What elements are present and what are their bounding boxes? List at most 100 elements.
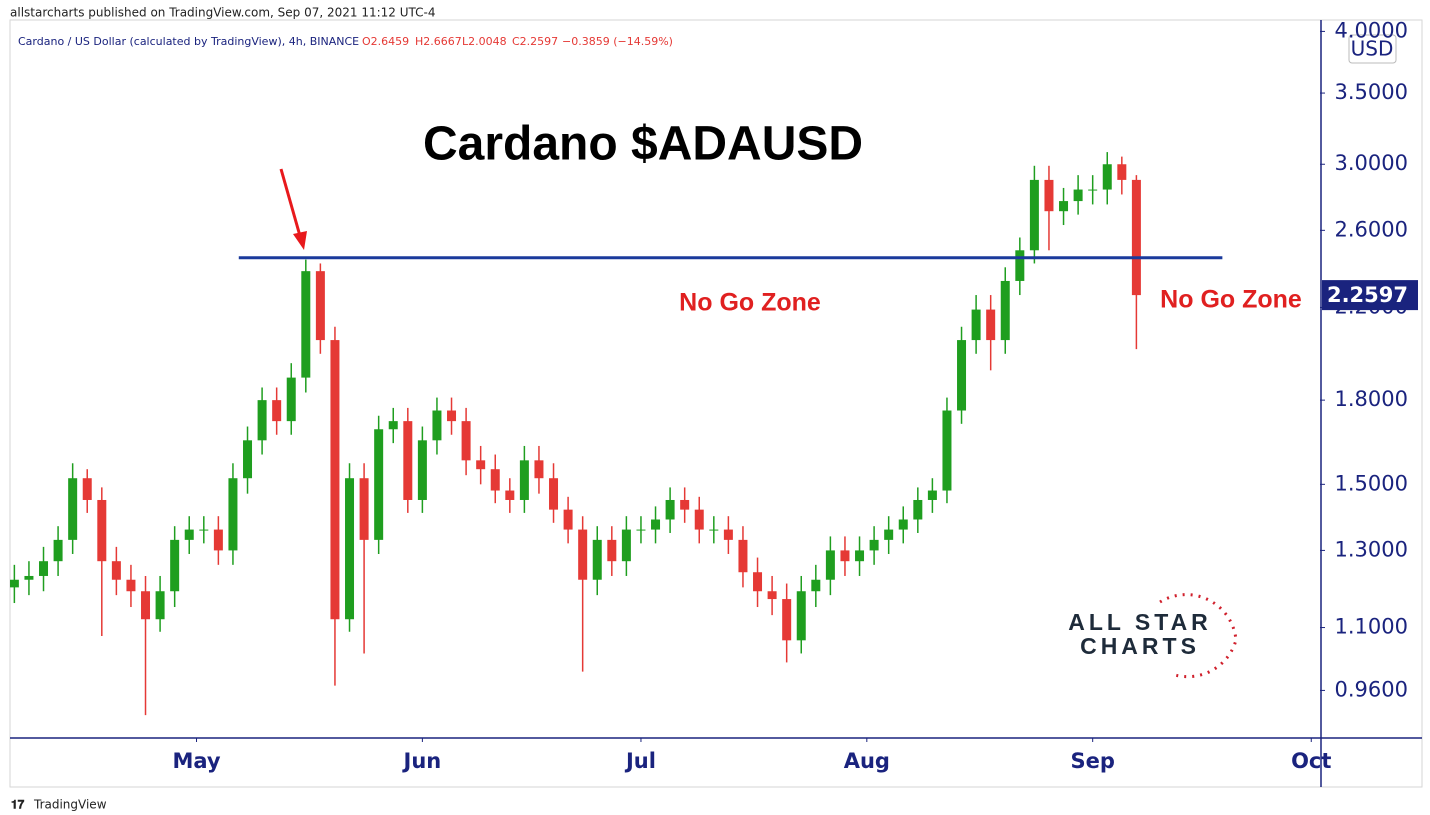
y-tick-label: 0.9600	[1335, 677, 1408, 701]
last-price-label: 2.2597	[1327, 283, 1408, 307]
candle-body	[447, 410, 457, 422]
candle-body	[39, 561, 49, 576]
plot-area	[10, 152, 1141, 716]
candle-body	[1117, 164, 1127, 180]
candle-body	[359, 478, 369, 540]
candle-body	[476, 460, 486, 470]
watermark-line: ALL STAR	[1068, 609, 1212, 635]
candle-body	[126, 579, 136, 592]
candle-body	[942, 410, 952, 491]
candle-body	[257, 400, 267, 441]
candle-body	[913, 499, 923, 520]
currency: USD	[1351, 37, 1394, 61]
candle-body	[665, 499, 675, 520]
y-tick-label: 1.5000	[1335, 471, 1408, 495]
legend-symbol: Cardano / US Dollar (calculated by Tradi…	[18, 35, 359, 48]
currency-box	[1348, 34, 1397, 64]
header: allstarcharts published on TradingView.c…	[10, 6, 436, 20]
candle-body	[272, 400, 282, 422]
footer: TradingView	[33, 798, 107, 812]
x-tick-label: Oct	[1291, 749, 1331, 773]
chart-title: Cardano $ADAUSD	[423, 118, 863, 171]
legend-close: C2.2597	[512, 35, 558, 48]
candle-body	[796, 591, 806, 641]
candle-body	[301, 271, 311, 378]
candle-body	[10, 579, 19, 588]
candle-body	[374, 429, 384, 540]
frame	[9, 19, 1423, 788]
candle-body	[1073, 189, 1083, 202]
legend-open: O2.6459	[362, 35, 409, 48]
candle-body	[461, 421, 471, 461]
candle-body	[884, 529, 894, 540]
candle-body	[534, 460, 544, 479]
candle-body	[607, 539, 617, 562]
candle-body	[97, 499, 107, 562]
candle-body	[723, 529, 733, 540]
candle-body	[738, 539, 748, 573]
candle-body	[971, 309, 981, 341]
candle-body	[315, 271, 325, 341]
candle-body	[345, 478, 355, 620]
y-tick-label: 1.1000	[1335, 615, 1408, 639]
candle-body	[578, 529, 588, 580]
candle-body	[1059, 201, 1069, 212]
candle-body	[286, 377, 296, 422]
candle-body	[986, 309, 996, 341]
candle-body	[1000, 280, 1010, 341]
candle-body	[651, 519, 661, 530]
candle-body	[855, 550, 865, 562]
legend: Cardano / US Dollar (calculated by Tradi…	[18, 35, 673, 48]
footer-logo: 𝟏𝟕	[11, 798, 25, 812]
candle-body	[621, 529, 631, 562]
candle-body	[767, 591, 777, 600]
candle-body	[636, 529, 646, 531]
candle-body	[24, 575, 34, 580]
candle-body	[927, 490, 937, 500]
watermark: ALL STAR CHARTS	[1068, 593, 1238, 679]
candle-body	[505, 490, 515, 500]
candle-body	[432, 410, 442, 441]
candle-body	[957, 340, 967, 411]
candle-body	[709, 529, 719, 531]
candle-body	[403, 421, 413, 500]
candle-body	[1102, 164, 1112, 190]
candle-body	[213, 529, 223, 551]
y-tick-label: 3.0000	[1335, 151, 1408, 175]
candle-body	[330, 340, 340, 620]
x-tick-label: Jun	[402, 749, 442, 773]
y-tick-label: 4.0000	[1335, 18, 1408, 42]
candle-body	[228, 478, 238, 551]
candle-body	[840, 550, 850, 562]
annotation: No Go Zone	[1160, 286, 1302, 314]
candle-body	[811, 579, 821, 592]
y-tick-label: 3.5000	[1335, 80, 1408, 104]
candle-body	[825, 550, 835, 580]
candle-body	[869, 539, 879, 551]
candle-body	[141, 591, 151, 620]
legend-high: H2.6667	[415, 35, 462, 48]
x-tick-label: Sep	[1070, 749, 1114, 773]
arrow-head	[293, 231, 307, 250]
candle-body	[243, 440, 253, 479]
candle-body	[563, 509, 573, 530]
annotation: No Go Zone	[679, 289, 821, 317]
candle-body	[1015, 250, 1025, 281]
candle-body	[1131, 179, 1141, 296]
legend-change: −0.3859 (−14.59%)	[562, 35, 673, 48]
watermark-line: CHARTS	[1080, 633, 1200, 659]
last-price-box	[1322, 280, 1418, 311]
y-tick-label: 1.8000	[1335, 387, 1408, 411]
candle-body	[694, 509, 704, 530]
arrow-shaft	[279, 168, 302, 237]
candle-body	[1088, 189, 1098, 191]
candle-body	[782, 599, 792, 641]
candle-body	[592, 539, 602, 580]
candle-body	[1044, 179, 1054, 212]
candle-body	[549, 478, 559, 510]
candle-body	[490, 469, 500, 491]
candle-body	[155, 591, 165, 620]
candle-body	[753, 572, 763, 592]
